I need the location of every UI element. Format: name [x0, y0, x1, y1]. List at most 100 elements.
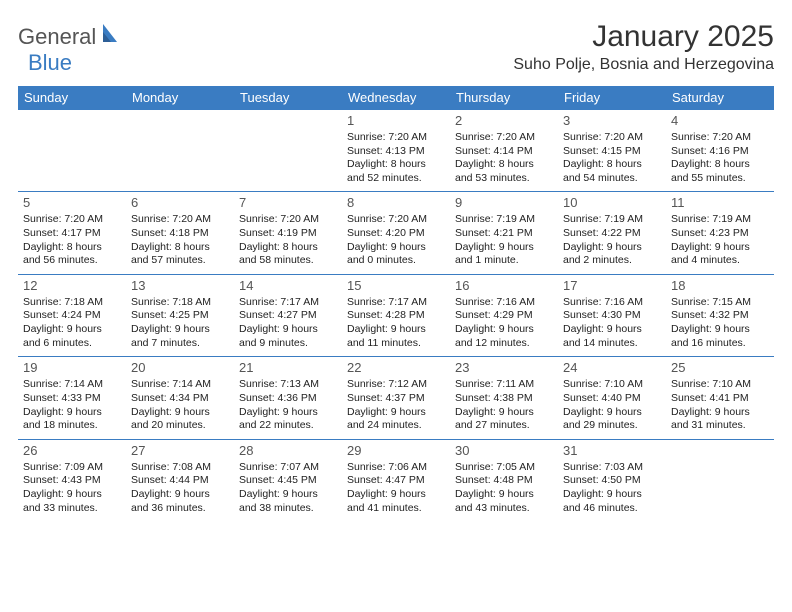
daylight-line: Daylight: 9 hours and 33 minutes. [23, 488, 121, 515]
sunset-line: Sunset: 4:28 PM [347, 309, 445, 323]
calendar-cell: 31Sunrise: 7:03 AMSunset: 4:50 PMDayligh… [558, 439, 666, 521]
sunset-line: Sunset: 4:34 PM [131, 392, 229, 406]
sunrise-line: Sunrise: 7:10 AM [563, 378, 661, 392]
sunset-line: Sunset: 4:36 PM [239, 392, 337, 406]
calendar-cell: 1Sunrise: 7:20 AMSunset: 4:13 PMDaylight… [342, 110, 450, 192]
sunrise-line: Sunrise: 7:20 AM [671, 131, 769, 145]
daylight-line: Daylight: 9 hours and 38 minutes. [239, 488, 337, 515]
sunrise-line: Sunrise: 7:10 AM [671, 378, 769, 392]
calendar-page: General Blue January 2025 Suho Polje, Bo… [0, 0, 792, 531]
calendar-cell: 9Sunrise: 7:19 AMSunset: 4:21 PMDaylight… [450, 192, 558, 274]
day-number: 23 [455, 360, 553, 377]
sunrise-line: Sunrise: 7:19 AM [563, 213, 661, 227]
day-number: 24 [563, 360, 661, 377]
sunset-line: Sunset: 4:17 PM [23, 227, 121, 241]
sunset-line: Sunset: 4:41 PM [671, 392, 769, 406]
sunrise-line: Sunrise: 7:03 AM [563, 461, 661, 475]
sunrise-line: Sunrise: 7:16 AM [563, 296, 661, 310]
day-number: 20 [131, 360, 229, 377]
sunrise-line: Sunrise: 7:20 AM [563, 131, 661, 145]
calendar-cell: 21Sunrise: 7:13 AMSunset: 4:36 PMDayligh… [234, 357, 342, 439]
sunrise-line: Sunrise: 7:19 AM [455, 213, 553, 227]
col-sat: Saturday [666, 86, 774, 110]
sunset-line: Sunset: 4:20 PM [347, 227, 445, 241]
day-number: 29 [347, 443, 445, 460]
day-number: 3 [563, 113, 661, 130]
sunrise-line: Sunrise: 7:20 AM [23, 213, 121, 227]
calendar-cell: 24Sunrise: 7:10 AMSunset: 4:40 PMDayligh… [558, 357, 666, 439]
calendar-cell: 23Sunrise: 7:11 AMSunset: 4:38 PMDayligh… [450, 357, 558, 439]
col-thu: Thursday [450, 86, 558, 110]
calendar-cell [666, 439, 774, 521]
logo: General Blue [18, 20, 121, 76]
sunset-line: Sunset: 4:23 PM [671, 227, 769, 241]
sunrise-line: Sunrise: 7:18 AM [131, 296, 229, 310]
daylight-line: Daylight: 9 hours and 27 minutes. [455, 406, 553, 433]
calendar-cell: 11Sunrise: 7:19 AMSunset: 4:23 PMDayligh… [666, 192, 774, 274]
sunrise-line: Sunrise: 7:17 AM [347, 296, 445, 310]
calendar-cell: 5Sunrise: 7:20 AMSunset: 4:17 PMDaylight… [18, 192, 126, 274]
sunrise-line: Sunrise: 7:15 AM [671, 296, 769, 310]
day-number: 27 [131, 443, 229, 460]
daylight-line: Daylight: 9 hours and 46 minutes. [563, 488, 661, 515]
day-number: 30 [455, 443, 553, 460]
daylight-line: Daylight: 9 hours and 16 minutes. [671, 323, 769, 350]
calendar-cell [234, 110, 342, 192]
day-number: 15 [347, 278, 445, 295]
calendar-cell: 26Sunrise: 7:09 AMSunset: 4:43 PMDayligh… [18, 439, 126, 521]
calendar-cell: 25Sunrise: 7:10 AMSunset: 4:41 PMDayligh… [666, 357, 774, 439]
day-number: 4 [671, 113, 769, 130]
daylight-line: Daylight: 8 hours and 52 minutes. [347, 158, 445, 185]
day-number: 2 [455, 113, 553, 130]
calendar-cell [126, 110, 234, 192]
sunset-line: Sunset: 4:22 PM [563, 227, 661, 241]
calendar-row: 1Sunrise: 7:20 AMSunset: 4:13 PMDaylight… [18, 110, 774, 192]
title-block: January 2025 Suho Polje, Bosnia and Herz… [513, 20, 774, 74]
day-number: 25 [671, 360, 769, 377]
sunrise-line: Sunrise: 7:20 AM [239, 213, 337, 227]
daylight-line: Daylight: 9 hours and 14 minutes. [563, 323, 661, 350]
sunset-line: Sunset: 4:15 PM [563, 145, 661, 159]
day-number: 26 [23, 443, 121, 460]
sunset-line: Sunset: 4:29 PM [455, 309, 553, 323]
calendar-cell: 19Sunrise: 7:14 AMSunset: 4:33 PMDayligh… [18, 357, 126, 439]
sunrise-line: Sunrise: 7:11 AM [455, 378, 553, 392]
daylight-line: Daylight: 9 hours and 22 minutes. [239, 406, 337, 433]
calendar-cell: 4Sunrise: 7:20 AMSunset: 4:16 PMDaylight… [666, 110, 774, 192]
day-number: 12 [23, 278, 121, 295]
calendar-cell: 7Sunrise: 7:20 AMSunset: 4:19 PMDaylight… [234, 192, 342, 274]
sunset-line: Sunset: 4:48 PM [455, 474, 553, 488]
logo-part1: General [18, 24, 96, 49]
calendar-cell: 14Sunrise: 7:17 AMSunset: 4:27 PMDayligh… [234, 274, 342, 356]
col-wed: Wednesday [342, 86, 450, 110]
day-number: 17 [563, 278, 661, 295]
daylight-line: Daylight: 9 hours and 43 minutes. [455, 488, 553, 515]
daylight-line: Daylight: 8 hours and 56 minutes. [23, 241, 121, 268]
sunrise-line: Sunrise: 7:20 AM [347, 131, 445, 145]
day-number: 21 [239, 360, 337, 377]
calendar-cell: 20Sunrise: 7:14 AMSunset: 4:34 PMDayligh… [126, 357, 234, 439]
daylight-line: Daylight: 9 hours and 20 minutes. [131, 406, 229, 433]
sunset-line: Sunset: 4:16 PM [671, 145, 769, 159]
calendar-cell: 15Sunrise: 7:17 AMSunset: 4:28 PMDayligh… [342, 274, 450, 356]
day-number: 16 [455, 278, 553, 295]
daylight-line: Daylight: 9 hours and 11 minutes. [347, 323, 445, 350]
title-location: Suho Polje, Bosnia and Herzegovina [513, 56, 774, 74]
calendar-cell: 29Sunrise: 7:06 AMSunset: 4:47 PMDayligh… [342, 439, 450, 521]
daylight-line: Daylight: 8 hours and 53 minutes. [455, 158, 553, 185]
sunset-line: Sunset: 4:47 PM [347, 474, 445, 488]
sunset-line: Sunset: 4:43 PM [23, 474, 121, 488]
calendar-cell: 3Sunrise: 7:20 AMSunset: 4:15 PMDaylight… [558, 110, 666, 192]
calendar-cell: 13Sunrise: 7:18 AMSunset: 4:25 PMDayligh… [126, 274, 234, 356]
daylight-line: Daylight: 9 hours and 1 minute. [455, 241, 553, 268]
calendar-body: 1Sunrise: 7:20 AMSunset: 4:13 PMDaylight… [18, 110, 774, 522]
sunrise-line: Sunrise: 7:09 AM [23, 461, 121, 475]
calendar-cell: 27Sunrise: 7:08 AMSunset: 4:44 PMDayligh… [126, 439, 234, 521]
sail-icon [101, 22, 121, 49]
daylight-line: Daylight: 8 hours and 55 minutes. [671, 158, 769, 185]
sunrise-line: Sunrise: 7:12 AM [347, 378, 445, 392]
day-number: 9 [455, 195, 553, 212]
calendar-row: 26Sunrise: 7:09 AMSunset: 4:43 PMDayligh… [18, 439, 774, 521]
sunrise-line: Sunrise: 7:20 AM [347, 213, 445, 227]
daylight-line: Daylight: 8 hours and 54 minutes. [563, 158, 661, 185]
